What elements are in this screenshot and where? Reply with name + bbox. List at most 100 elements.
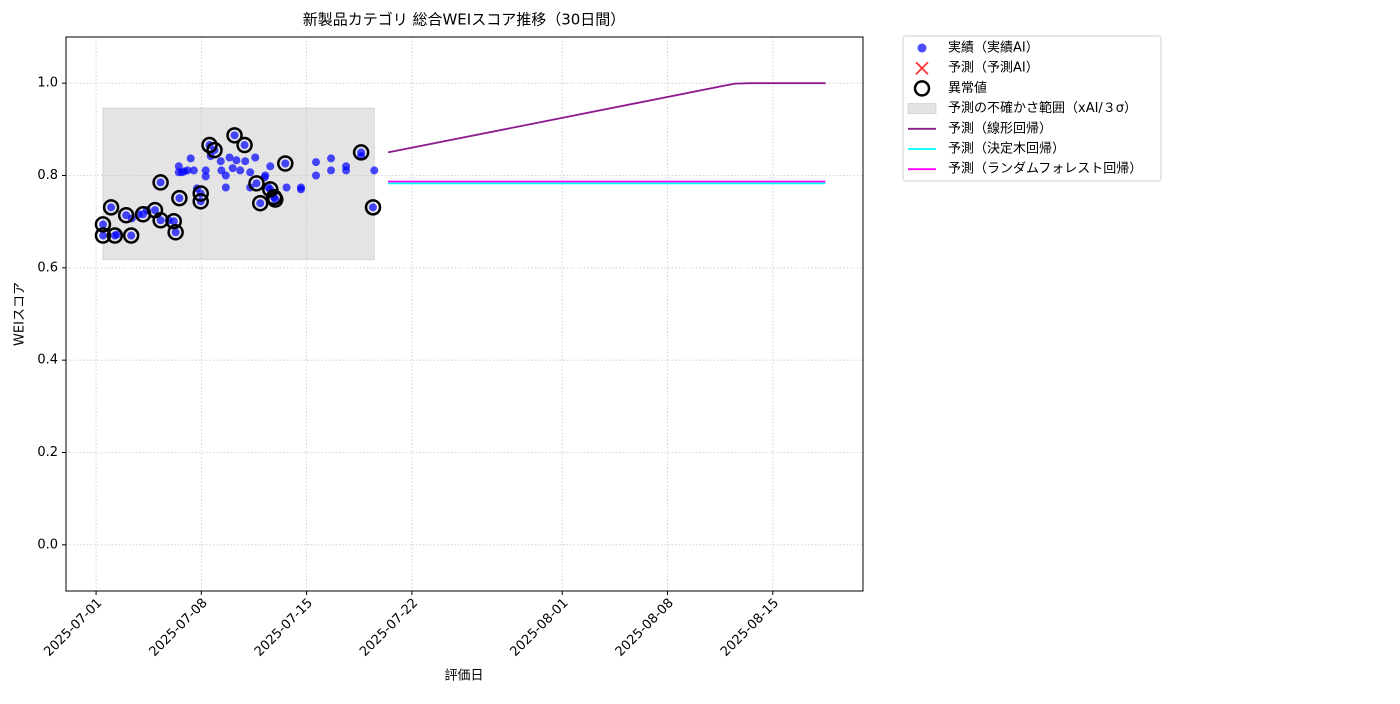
legend-swatch [907, 103, 937, 115]
point [240, 141, 249, 150]
x-tick-label: 2025-07-08 [147, 596, 211, 660]
x-tick-label: 2025-07-01 [41, 596, 105, 660]
point [98, 231, 107, 240]
outlier [167, 224, 184, 241]
point [186, 154, 195, 163]
legend-label: 異常値 [948, 80, 987, 96]
point [169, 217, 178, 226]
point [98, 220, 107, 229]
outlier [251, 194, 269, 212]
point [327, 154, 336, 163]
point [230, 131, 239, 140]
point [183, 166, 192, 175]
outlier [201, 136, 218, 154]
legend-label: 予測の不確かさ範囲（xAI/３σ） [948, 100, 1137, 116]
y-tick-label: 0.6 [37, 260, 58, 275]
outlier [192, 185, 209, 202]
point [246, 168, 255, 177]
point [175, 194, 184, 203]
plot-area [66, 37, 863, 591]
point [156, 216, 165, 225]
point [282, 183, 291, 192]
point [127, 231, 136, 240]
outlier [277, 155, 294, 172]
outlier [248, 175, 265, 192]
point [236, 166, 245, 175]
point [312, 158, 321, 167]
point [107, 203, 116, 212]
x-tick-label: 2025-08-15 [718, 596, 782, 660]
point [369, 203, 378, 212]
point [917, 43, 927, 53]
outlier [106, 227, 124, 244]
outlier [122, 227, 140, 244]
outlier [94, 216, 112, 233]
legend-label: 予測（決定木回帰） [948, 141, 1065, 157]
uncertainty-band [102, 107, 375, 261]
outlier [94, 227, 112, 244]
point [228, 164, 237, 173]
outlier [913, 80, 931, 97]
point [189, 166, 198, 175]
outlier [267, 191, 284, 208]
point [251, 153, 260, 162]
legend-label: 実績（実績AI） [948, 40, 1039, 56]
point [201, 172, 210, 181]
point [171, 228, 180, 237]
point [271, 195, 280, 204]
point [261, 171, 270, 180]
point [225, 153, 234, 162]
plot-frame [65, 36, 864, 592]
y-tick-label: 0.4 [37, 353, 58, 368]
point [370, 166, 379, 175]
legend-label: 予測（ランダムフォレスト回帰） [948, 161, 1142, 177]
y-tick-label: 0.8 [37, 168, 58, 183]
point [327, 166, 336, 175]
point [221, 183, 230, 192]
chart-title: 新製品カテゴリ 総合WEIスコア推移（30日間） [303, 11, 626, 29]
line [387, 82, 826, 154]
y-tick-label: 1.0 [37, 76, 58, 91]
point [232, 156, 241, 165]
outlier [117, 206, 135, 224]
outlier [364, 199, 382, 216]
point [112, 230, 121, 239]
outlier [236, 136, 253, 154]
outlier [165, 212, 183, 230]
point [150, 206, 159, 215]
x-tick-label: 2025-08-08 [613, 596, 677, 660]
outlier [206, 141, 223, 159]
legend-label: 予測（予測AI） [948, 61, 1039, 76]
y-tick-label: 0.0 [37, 537, 58, 552]
outlier [226, 127, 243, 144]
point [201, 166, 210, 175]
x-marker [915, 61, 929, 75]
outlier [152, 174, 169, 191]
point [156, 178, 165, 187]
point [296, 185, 305, 194]
point [241, 157, 250, 166]
outlier [192, 193, 209, 210]
x-axis-label: 評価日 [444, 669, 483, 684]
point [256, 199, 265, 208]
x-tick-label: 2025-08-01 [508, 596, 572, 660]
x-tick-label: 2025-07-22 [357, 596, 421, 660]
point [252, 179, 261, 188]
point [266, 162, 275, 171]
legend-label: 予測（線形回帰） [948, 120, 1052, 136]
outlier [171, 189, 188, 207]
point [174, 162, 183, 171]
legend-box [902, 35, 1162, 182]
point [312, 171, 321, 180]
y-tick-label: 0.2 [37, 445, 58, 460]
point [281, 159, 290, 168]
point [221, 171, 230, 180]
outlier [352, 144, 370, 161]
outlier [102, 199, 120, 216]
point [342, 166, 351, 175]
y-axis-label: WEIスコア [13, 282, 28, 346]
point [216, 157, 225, 166]
